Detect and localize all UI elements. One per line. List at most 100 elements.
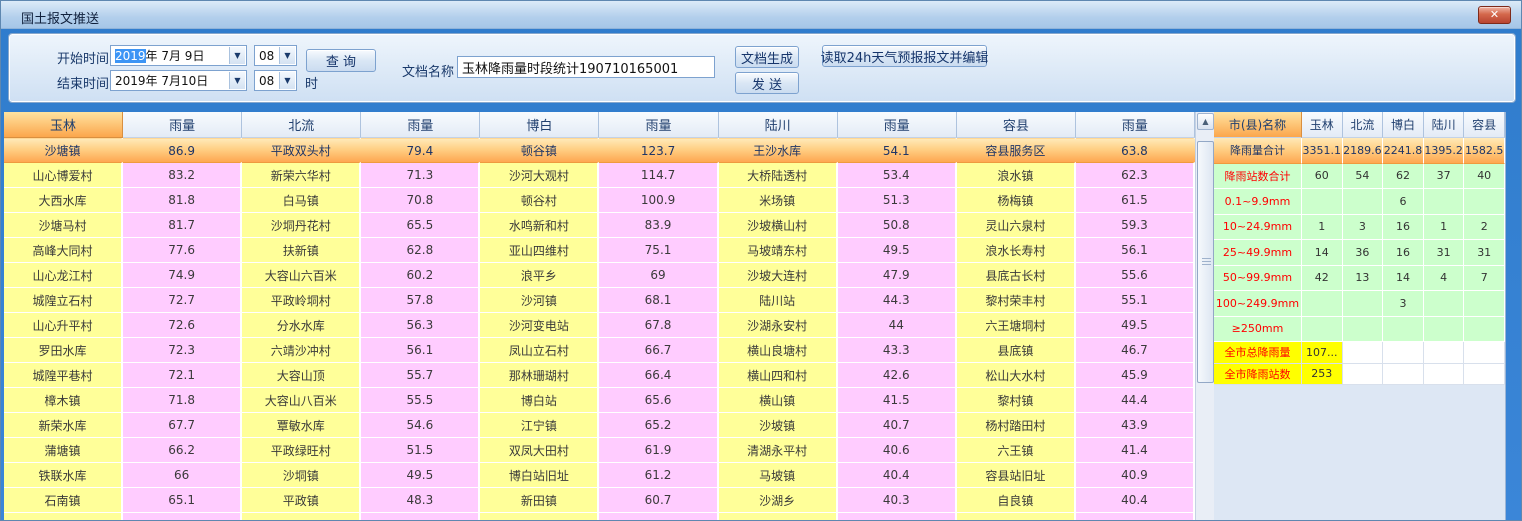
- table-row[interactable]: 罗田水库 72.3 六靖沙冲村 56.1 凤山立石村 66.7 横山良塘村 43.3 县底镇 46…: [4, 338, 1195, 363]
- summary-table-body: 降雨量合计 3351.1 2189.6 2241.8 1395.2 1582.5 降雨站数合…: [1214, 138, 1505, 385]
- table-cell: 56.3: [361, 313, 481, 338]
- chevron-down-icon[interactable]: ▼: [279, 47, 295, 64]
- table-cell: 大容山八百米: [242, 388, 362, 413]
- column-header[interactable]: 雨量: [1075, 112, 1195, 138]
- end-date-combo[interactable]: 2019年 7月10日 ▼: [110, 70, 247, 91]
- scrollbar-thumb[interactable]: [1197, 141, 1214, 383]
- table-cell: [1075, 513, 1195, 520]
- table-row[interactable]: 城隍立石村 72.7 平政岭垌村 57.8 沙河镇 68.1 陆川站 44.3 黎村荣丰村 55.…: [4, 288, 1195, 313]
- table-cell: 博白站: [480, 388, 600, 413]
- table-cell: 72.1: [123, 363, 243, 388]
- table-row[interactable]: 石南镇 65.1 平政镇 48.3 新田镇 60.7 沙湖乡 40.3 自良镇 40.4: [4, 488, 1195, 513]
- table-cell: 浪水镇: [956, 163, 1076, 188]
- summary-cell: 1: [1423, 214, 1465, 240]
- send-button[interactable]: 发 送: [735, 72, 799, 94]
- summary-cell: [1464, 291, 1505, 317]
- table-row[interactable]: 山心升平村 72.6 分水水库 56.3 沙河变电站 67.8 沙湖永安村 44 六王塘垌村 49…: [4, 313, 1195, 338]
- table-cell: 杨村踏田村: [956, 413, 1076, 438]
- table-cell: 71.3: [361, 163, 481, 188]
- summary-column-header[interactable]: 市(县)名称: [1214, 112, 1302, 138]
- column-header[interactable]: 北流: [242, 112, 362, 138]
- table-cell: 黎村荣丰村: [956, 288, 1076, 313]
- table-row[interactable]: 铁联水库 66 沙垌镇 49.5 博白站旧址 61.2 马坡镇 40.4 容县站旧址 40.9: [4, 463, 1195, 488]
- column-header[interactable]: 容县: [956, 112, 1076, 138]
- table-cell: 沙河镇: [480, 288, 600, 313]
- summary-column-header[interactable]: 北流: [1342, 112, 1384, 138]
- summary-row-label: 50~99.9mm: [1214, 265, 1302, 291]
- query-button[interactable]: 查 询: [306, 49, 376, 72]
- summary-row: 100~249.9mm 3: [1214, 291, 1505, 317]
- table-cell: 沙垌丹花村: [242, 213, 362, 238]
- table-row[interactable]: 新荣水库 67.7 覃敏水库 54.6 江宁镇 65.2 沙坡镇 40.7 杨村踏田村 43.9: [4, 413, 1195, 438]
- table-cell: 44.3: [837, 288, 957, 313]
- table-row[interactable]: 大西水库 81.8 白马镇 70.8 顿谷村 100.9 米场镇 51.3 杨梅镇 61.5: [4, 188, 1195, 213]
- summary-column-header[interactable]: 博白: [1383, 112, 1424, 138]
- main-table-head: 玉林 雨量 北流 雨量 博白 雨量 陆川 雨量 容县 雨量: [4, 112, 1195, 138]
- table-cell: 65.2: [599, 413, 719, 438]
- summary-row: 全市总降雨量 107...: [1214, 342, 1505, 364]
- table-cell: 72.3: [123, 338, 243, 363]
- column-header[interactable]: 雨量: [123, 112, 243, 138]
- summary-cell: 40: [1464, 163, 1505, 189]
- summary-row-label: 全市降雨站数: [1214, 363, 1302, 385]
- column-header[interactable]: 博白: [480, 112, 600, 138]
- summary-cell: [1342, 342, 1384, 364]
- column-header[interactable]: 陆川: [718, 112, 838, 138]
- doc-name-input[interactable]: [457, 56, 715, 78]
- chevron-down-icon[interactable]: ▼: [229, 47, 245, 64]
- column-header[interactable]: 雨量: [599, 112, 719, 138]
- vertical-scrollbar[interactable]: ▲: [1195, 112, 1214, 520]
- read-forecast-button[interactable]: 读取24h天气预报报文并编辑: [821, 45, 988, 67]
- close-button[interactable]: ✕: [1478, 6, 1511, 24]
- table-row[interactable]: 沙塘马村 81.7 沙垌丹花村 65.5 水鸣新和村 83.9 沙坡横山村 50.8 灵山六泉村…: [4, 213, 1195, 238]
- doc-name-label: 文档名称: [402, 65, 455, 80]
- column-header[interactable]: 玉林: [4, 112, 124, 138]
- summary-cell: [1423, 316, 1465, 342]
- summary-cell: 31: [1423, 240, 1465, 266]
- summary-cell: 37: [1423, 163, 1465, 189]
- table-cell: 55.6: [1075, 263, 1195, 288]
- table-cell: 沙河大观村: [480, 163, 600, 188]
- summary-row-label: 10~24.9mm: [1214, 214, 1302, 240]
- summary-column-header[interactable]: 玉林: [1302, 112, 1343, 138]
- table-cell: 55.7: [361, 363, 481, 388]
- table-cell: 53.4: [837, 163, 957, 188]
- table-row[interactable]: 樟木镇 71.8 大容山八百米 55.5 博白站 65.6 横山镇 41.5 黎村镇 44.4: [4, 388, 1195, 413]
- start-hour-combo[interactable]: 08 ▼: [254, 45, 297, 66]
- table-row[interactable]: 山心龙江村 74.9 大容山六百米 60.2 浪平乡 69 沙坡大连村 47.9 县底古长村 55…: [4, 263, 1195, 288]
- table-row[interactable]: 高峰大同村 77.6 扶新镇 62.8 亚山四维村 75.1 马坡靖东村 49.5 浪水长寿村 5…: [4, 238, 1195, 263]
- table-cell: 平政绿旺村: [242, 438, 362, 463]
- generate-doc-button[interactable]: 文档生成: [735, 46, 799, 68]
- table-row[interactable]: 蒲塘镇 66.2 平政绿旺村 51.5 双凤大田村 61.9 清湖永平村 40.6 六王镇 41.…: [4, 438, 1195, 463]
- summary-cell: [1302, 316, 1343, 342]
- start-date-combo[interactable]: 2019 年 7月 9日 ▼: [110, 45, 247, 66]
- chevron-down-icon[interactable]: ▼: [229, 72, 245, 89]
- table-cell: 81.8: [123, 188, 243, 213]
- table-cell: 那林珊瑚村: [480, 363, 600, 388]
- summary-cell: 4: [1423, 265, 1465, 291]
- chevron-down-icon[interactable]: ▼: [279, 72, 295, 89]
- summary-cell: 36: [1342, 240, 1384, 266]
- table-cell: 83.9: [599, 213, 719, 238]
- end-hour-combo[interactable]: 08 ▼: [254, 70, 297, 91]
- table-cell: 67.7: [123, 413, 243, 438]
- table-cell: 56.1: [1075, 238, 1195, 263]
- summary-cell: 3351.1: [1302, 138, 1343, 164]
- table-cell: 沙河变电站: [480, 313, 600, 338]
- table-cell: 山心博爱村: [4, 163, 124, 188]
- table-row[interactable]: 城隍平巷村 72.1 大容山顶 55.7 那林珊瑚村 66.4 横山四和村 42.6 松山大水村…: [4, 363, 1195, 388]
- column-header[interactable]: 雨量: [361, 112, 481, 138]
- summary-cell: [1464, 189, 1505, 215]
- table-row[interactable]: 沙塘镇 86.9 平政双头村 79.4 顿谷镇 123.7 王沙水库 54.1 容县服务区 63.…: [4, 138, 1195, 163]
- summary-row: 降雨量合计 3351.1 2189.6 2241.8 1395.2 1582.5: [1214, 138, 1505, 164]
- summary-cell: [1383, 316, 1424, 342]
- table-cell: 博白站旧址: [480, 463, 600, 488]
- main-table-body: 沙塘镇 86.9 平政双头村 79.4 顿谷镇 123.7 王沙水库 54.1 容县服务区 63.…: [4, 138, 1195, 520]
- column-header[interactable]: 雨量: [837, 112, 957, 138]
- table-row[interactable]: 山心博爱村 83.2 新荣六华村 71.3 沙河大观村 114.7 大桥陆透村 53.4 浪水镇…: [4, 163, 1195, 188]
- summary-column-header[interactable]: 容县: [1464, 112, 1505, 138]
- scroll-up-button[interactable]: ▲: [1197, 113, 1214, 130]
- table-cell: 81.7: [123, 213, 243, 238]
- summary-column-header[interactable]: 陆川: [1423, 112, 1465, 138]
- table-cell: 马坡镇: [718, 463, 838, 488]
